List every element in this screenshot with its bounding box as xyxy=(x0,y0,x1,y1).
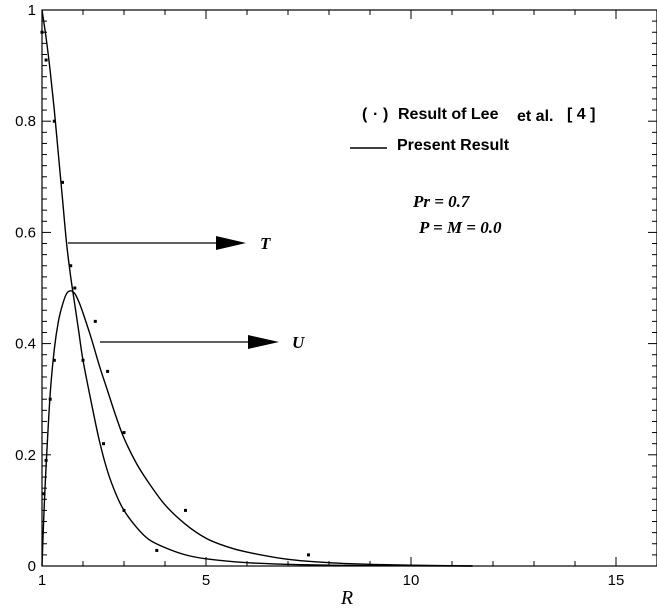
legend-paren-close: ) xyxy=(383,106,388,123)
legend-points-label: Result of Lee xyxy=(398,106,499,123)
y-tick-label: 0.6 xyxy=(15,224,36,241)
data-points xyxy=(40,30,310,557)
plot-frame xyxy=(41,9,657,567)
data-point xyxy=(122,431,126,435)
x-tick-label: 15 xyxy=(608,572,625,589)
legend-paren-open: ( xyxy=(362,106,368,123)
y-tick-label: 0.4 xyxy=(15,336,36,353)
legend-points-ref: [ 4 ] xyxy=(567,106,595,123)
y-tick-label: 1 xyxy=(28,2,36,19)
x-tick-label: 5 xyxy=(202,572,210,589)
data-point xyxy=(61,180,64,184)
data-point xyxy=(52,358,56,362)
curve-u xyxy=(41,290,473,567)
data-point xyxy=(307,553,310,557)
curves xyxy=(41,9,473,567)
data-point xyxy=(93,319,97,323)
y-tick-label: 0.8 xyxy=(15,113,36,130)
data-point xyxy=(69,264,73,268)
arrow-U: U xyxy=(100,333,305,352)
data-point xyxy=(122,508,126,512)
data-point xyxy=(44,458,48,462)
data-point xyxy=(42,492,46,496)
data-point xyxy=(81,358,85,362)
arrow-T: T xyxy=(68,234,271,253)
arrow-T-head xyxy=(216,236,246,250)
legend-point-marker: · xyxy=(373,106,378,123)
legend-line-label: Present Result xyxy=(397,137,510,154)
data-point xyxy=(73,286,77,290)
data-point xyxy=(44,58,48,62)
legend-points-etal: et al. xyxy=(517,108,553,125)
y-tick-label: 0.2 xyxy=(15,447,36,464)
data-point xyxy=(184,508,187,512)
x-tick-label: 10 xyxy=(403,572,420,589)
x-axis-title: R xyxy=(340,587,353,608)
data-point xyxy=(155,548,159,552)
arrow-U-head xyxy=(248,335,279,349)
legend: ( · ) Result of Lee et al. [ 4 ] Present… xyxy=(350,106,595,154)
y-tick-label: 0 xyxy=(28,558,36,575)
tick-marks xyxy=(41,9,657,567)
data-point xyxy=(102,442,105,446)
params-line-2: P = M = 0.0 xyxy=(418,218,502,237)
curve-t xyxy=(41,9,473,567)
data-point xyxy=(48,397,52,401)
params-line-1: Pr = 0.7 xyxy=(412,192,471,211)
data-point xyxy=(52,119,56,123)
curve-label-U: U xyxy=(292,333,305,352)
data-point xyxy=(106,369,110,373)
x-tick-label: 1 xyxy=(38,572,46,589)
curve-label-T: T xyxy=(260,234,271,253)
